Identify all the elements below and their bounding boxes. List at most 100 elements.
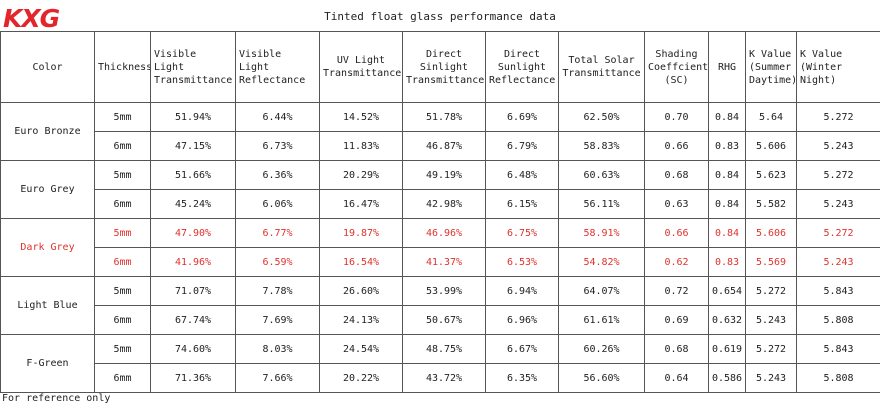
vlt-cell: 45.24%: [150, 189, 236, 219]
sc-cell: 0.66: [644, 218, 709, 248]
kxg-logo-icon: KXG: [3, 4, 61, 32]
k-summer-cell: 5.243: [745, 305, 797, 335]
thickness-cell: 6mm: [94, 131, 151, 161]
thickness-cell: 5mm: [94, 102, 151, 132]
tst-cell: 60.26%: [558, 334, 645, 364]
k-summer-cell: 5.606: [745, 218, 797, 248]
rhg-cell: 0.84: [708, 189, 746, 219]
uv-cell: 24.54%: [319, 334, 403, 364]
rhg-cell: 0.84: [708, 160, 746, 190]
tst-cell: 54.82%: [558, 247, 645, 277]
header-thickness: Thickness: [94, 31, 151, 103]
sc-cell: 0.68: [644, 334, 709, 364]
header-row: Color Thickness Visible Light Transmitta…: [0, 31, 880, 103]
sc-cell: 0.62: [644, 247, 709, 277]
uv-cell: 20.22%: [319, 363, 403, 393]
k-winter-cell: 5.243: [796, 131, 880, 161]
header-rhg: RHG: [708, 31, 746, 103]
dsr-cell: 6.53%: [485, 247, 559, 277]
tst-cell: 64.07%: [558, 276, 645, 306]
table-title: Tinted float glass performance data: [324, 10, 556, 23]
k-summer-cell: 5.569: [745, 247, 797, 277]
brand-logo: KXG: [2, 2, 68, 32]
vlt-cell: 51.94%: [150, 102, 236, 132]
tst-cell: 58.91%: [558, 218, 645, 248]
k-summer-cell: 5.582: [745, 189, 797, 219]
k-summer-cell: 5.272: [745, 334, 797, 364]
k-winter-cell: 5.808: [796, 305, 880, 335]
thickness-cell: 6mm: [94, 305, 151, 335]
thickness-cell: 5mm: [94, 218, 151, 248]
vlr-cell: 6.06%: [235, 189, 320, 219]
footnote: For reference only: [2, 393, 111, 404]
vlr-cell: 7.66%: [235, 363, 320, 393]
uv-cell: 26.60%: [319, 276, 403, 306]
dst-cell: 48.75%: [402, 334, 486, 364]
k-winter-cell: 5.843: [796, 334, 880, 364]
k-summer-cell: 5.272: [745, 276, 797, 306]
rhg-cell: 0.83: [708, 247, 746, 277]
rhg-cell: 0.654: [708, 276, 746, 306]
thickness-cell: 5mm: [94, 334, 151, 364]
tst-cell: 61.61%: [558, 305, 645, 335]
k-winter-cell: 5.272: [796, 160, 880, 190]
thickness-cell: 6mm: [94, 363, 151, 393]
thickness-cell: 5mm: [94, 160, 151, 190]
uv-cell: 11.83%: [319, 131, 403, 161]
header-k-winter: K Value (Winter Night): [796, 31, 880, 103]
dsr-cell: 6.15%: [485, 189, 559, 219]
thickness-cell: 5mm: [94, 276, 151, 306]
k-winter-cell: 5.243: [796, 189, 880, 219]
vlr-cell: 7.69%: [235, 305, 320, 335]
dst-cell: 50.67%: [402, 305, 486, 335]
vlt-cell: 74.60%: [150, 334, 236, 364]
k-summer-cell: 5.243: [745, 363, 797, 393]
vlr-cell: 6.44%: [235, 102, 320, 132]
tst-cell: 58.83%: [558, 131, 645, 161]
performance-table: Color Thickness Visible Light Transmitta…: [0, 31, 880, 393]
table-row: 6mm 45.24% 6.06% 16.47% 42.98% 6.15% 56.11% 0.6…: [1, 189, 880, 219]
table-row: 6mm 71.36% 7.66% 20.22% 43.72% 6.35% 56.60% 0.6…: [1, 363, 880, 393]
sc-cell: 0.70: [644, 102, 709, 132]
vlt-cell: 51.66%: [150, 160, 236, 190]
table-row: F-Green 5mm 74.60% 8.03% 24.54% 48.75% 6.67% 60…: [0, 334, 880, 393]
table-row: Euro Bronze 5mm 51.94% 6.44% 14.52% 51.78% 6.6…: [0, 102, 880, 161]
table-row: 6mm 47.15% 6.73% 11.83% 46.87% 6.79% 58.83% 0.6…: [1, 131, 880, 161]
table-row: Euro Grey 5mm 51.66% 6.36% 20.29% 49.19% 6.48%…: [0, 160, 880, 219]
sc-cell: 0.68: [644, 160, 709, 190]
tst-cell: 62.50%: [558, 102, 645, 132]
thickness-cell: 6mm: [94, 189, 151, 219]
k-summer-cell: 5.623: [745, 160, 797, 190]
header-sc: Shading Coeffcient (SC): [644, 31, 709, 103]
rhg-cell: 0.84: [708, 218, 746, 248]
tst-cell: 60.63%: [558, 160, 645, 190]
dsr-cell: 6.69%: [485, 102, 559, 132]
sc-cell: 0.69: [644, 305, 709, 335]
uv-cell: 19.87%: [319, 218, 403, 248]
uv-cell: 20.29%: [319, 160, 403, 190]
vlt-cell: 47.90%: [150, 218, 236, 248]
sc-cell: 0.66: [644, 131, 709, 161]
dst-cell: 43.72%: [402, 363, 486, 393]
thickness-cell: 6mm: [94, 247, 151, 277]
header-vlt: Visible Light Transmittance: [150, 31, 236, 103]
color-name-cell: Euro Bronze: [0, 102, 95, 161]
rhg-cell: 0.83: [708, 131, 746, 161]
header-tst: Total Solar Transmittance: [558, 31, 645, 103]
vlr-cell: 6.59%: [235, 247, 320, 277]
dsr-cell: 6.96%: [485, 305, 559, 335]
dst-cell: 46.87%: [402, 131, 486, 161]
tst-cell: 56.60%: [558, 363, 645, 393]
k-winter-cell: 5.843: [796, 276, 880, 306]
tst-cell: 56.11%: [558, 189, 645, 219]
uv-cell: 14.52%: [319, 102, 403, 132]
color-name-cell: Euro Grey: [0, 160, 95, 219]
vlr-cell: 6.73%: [235, 131, 320, 161]
k-winter-cell: 5.808: [796, 363, 880, 393]
vlt-cell: 41.96%: [150, 247, 236, 277]
k-summer-cell: 5.64: [745, 102, 797, 132]
header-vlr: Visible Light Reflectance: [235, 31, 320, 103]
k-winter-cell: 5.272: [796, 102, 880, 132]
table-row: Dark Grey 5mm 47.90% 6.77% 19.87% 46.96% 6.75%…: [0, 218, 880, 277]
sc-cell: 0.72: [644, 276, 709, 306]
